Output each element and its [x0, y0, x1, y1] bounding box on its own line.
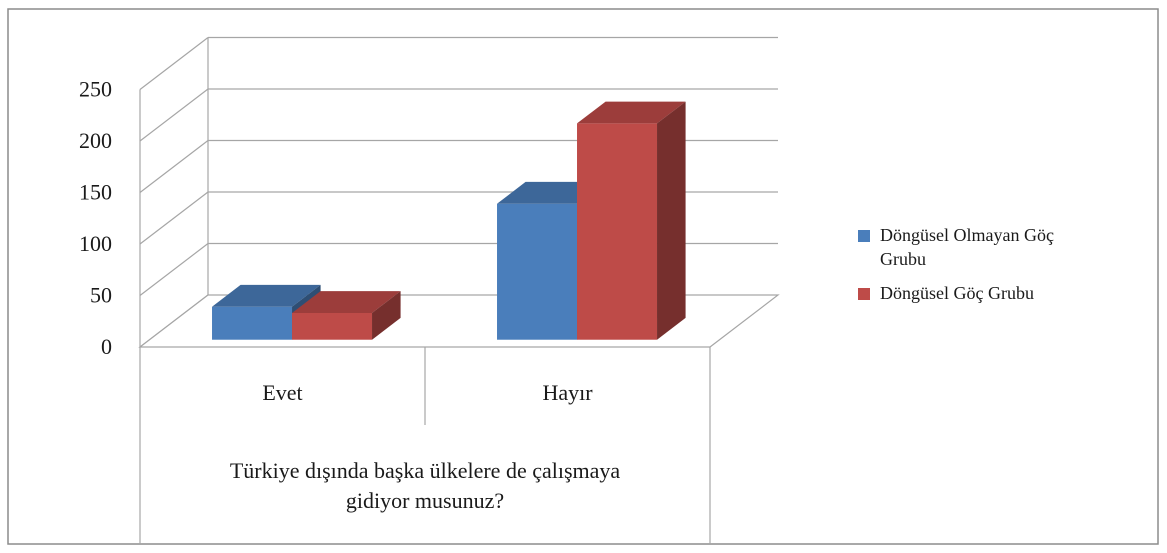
legend-swatch — [858, 230, 870, 242]
y-tick-label: 0 — [101, 334, 112, 359]
bar-side — [657, 101, 686, 340]
x-category-label: Evet — [262, 380, 302, 405]
bar-top — [577, 101, 686, 124]
y-tick-label: 50 — [90, 283, 112, 308]
gridline-side-5 — [139, 37, 209, 90]
x-axis-group-label: Türkiye dışında başka ülkelere de çalışm… — [230, 458, 621, 513]
bar-front — [497, 203, 578, 340]
bar-front — [577, 123, 658, 340]
bars — [212, 101, 686, 340]
legend-label: Döngüsel Olmayan Göç — [880, 225, 1054, 245]
gridline-side-3 — [139, 140, 209, 193]
gridline-side-2 — [139, 191, 209, 245]
legend-label: Grubu — [880, 249, 926, 269]
bar-side — [372, 291, 401, 340]
legend-item-1: Döngüsel Göç Grubu — [858, 283, 1034, 303]
x-category-label: Hayır — [542, 380, 593, 405]
legend-item-0: Döngüsel Olmayan Göç Grubu — [858, 225, 1054, 269]
bar-top — [212, 284, 321, 307]
legend-label: Döngüsel Göç Grubu — [880, 283, 1034, 303]
gridline-side-1 — [139, 243, 209, 296]
chart-walls — [139, 37, 209, 347]
legend-swatch — [858, 288, 870, 300]
bar-front — [212, 306, 293, 340]
category-table: Evet Hayır Türkiye dışında başka ülkelere … — [139, 347, 711, 544]
legend: Döngüsel Olmayan Göç Grubu Döngüsel Göç Gr… — [858, 225, 1054, 303]
y-tick-label: 250 — [79, 77, 112, 102]
y-axis-tick-labels: 0 50 100 150 200 250 — [79, 77, 112, 360]
bar-front — [292, 312, 373, 340]
y-tick-label: 150 — [79, 180, 112, 205]
bar-top — [292, 291, 401, 313]
y-tick-label: 100 — [79, 231, 112, 256]
bar-hayır-series-1 — [577, 101, 686, 340]
y-tick-label: 200 — [79, 128, 112, 153]
gridline-side-4 — [139, 88, 209, 142]
bar-evet-series-1 — [292, 291, 401, 340]
